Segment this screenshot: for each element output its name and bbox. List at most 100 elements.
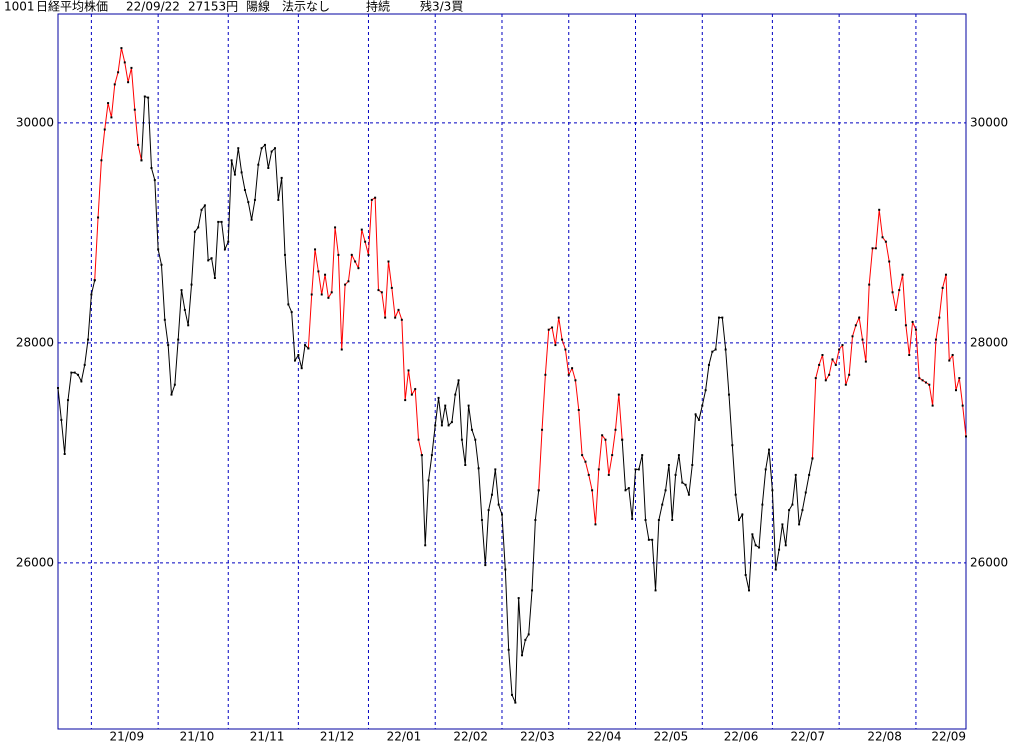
price-point xyxy=(223,248,226,251)
price-point xyxy=(621,438,624,441)
price-point xyxy=(811,457,814,460)
price-point xyxy=(881,236,884,239)
price-point xyxy=(83,363,86,366)
price-point xyxy=(948,359,951,362)
price-point xyxy=(554,344,557,347)
price-point xyxy=(791,503,794,506)
price-point xyxy=(607,473,610,476)
price-point xyxy=(133,108,136,111)
price-point xyxy=(284,253,286,256)
price-point xyxy=(374,196,377,199)
price-point xyxy=(327,296,330,299)
price-point xyxy=(888,260,891,263)
price-point xyxy=(794,473,797,476)
price-point xyxy=(861,338,864,341)
price-point xyxy=(541,428,544,431)
price-point xyxy=(447,424,450,427)
price-point xyxy=(217,220,220,223)
price-point xyxy=(561,338,564,341)
price-point xyxy=(704,389,707,392)
price-point xyxy=(397,308,400,311)
price-point xyxy=(637,468,640,471)
price-point xyxy=(764,468,767,471)
y-tick-label-right: 30000 xyxy=(970,115,1008,129)
price-point xyxy=(384,316,387,319)
price-point xyxy=(781,523,784,526)
price-point xyxy=(531,589,534,592)
price-point xyxy=(70,371,73,374)
price-point xyxy=(751,533,754,536)
price-point xyxy=(340,348,343,351)
price-point xyxy=(404,399,407,402)
price-point xyxy=(367,253,370,256)
price-point xyxy=(624,489,627,492)
price-point xyxy=(57,387,59,389)
price-point xyxy=(173,383,176,386)
price-point xyxy=(748,589,751,592)
x-tick-label: 22/07 xyxy=(791,730,826,744)
price-point xyxy=(494,468,497,471)
price-point xyxy=(891,291,894,294)
price-point xyxy=(190,283,193,286)
price-point xyxy=(140,159,143,162)
price-point xyxy=(591,489,594,492)
price-point xyxy=(380,291,383,294)
price-point xyxy=(574,379,577,382)
price-point xyxy=(965,435,967,438)
price-point xyxy=(697,418,700,421)
price-point xyxy=(230,159,233,162)
price-point xyxy=(564,348,567,351)
price-point xyxy=(490,493,493,496)
price-point xyxy=(253,198,256,201)
price-point xyxy=(317,270,320,273)
price-point xyxy=(798,523,801,526)
price-point xyxy=(784,544,787,547)
price-point xyxy=(440,424,443,427)
plot-frame xyxy=(57,13,967,730)
price-point xyxy=(874,247,877,250)
price-point xyxy=(611,454,614,457)
price-point xyxy=(527,633,530,636)
price-point xyxy=(480,519,483,521)
price-point xyxy=(828,373,831,376)
price-point xyxy=(838,348,841,351)
price-point xyxy=(954,389,957,392)
price-point xyxy=(203,204,206,207)
x-tick-label: 22/09 xyxy=(931,730,966,744)
price-point xyxy=(424,544,427,547)
price-point xyxy=(163,318,166,321)
price-point xyxy=(858,316,861,319)
price-point xyxy=(821,354,824,356)
price-point xyxy=(370,198,373,201)
x-tick-label: 22/01 xyxy=(387,730,422,744)
y-tick-label-right: 26000 xyxy=(970,555,1008,569)
price-point xyxy=(420,454,423,457)
price-point xyxy=(487,509,490,512)
price-point xyxy=(60,418,63,421)
price-point xyxy=(507,648,510,651)
price-point xyxy=(627,487,630,490)
price-point xyxy=(938,316,941,319)
price-point xyxy=(377,289,380,292)
x-tick-label: 22/05 xyxy=(654,730,689,744)
price-point xyxy=(831,358,834,361)
price-point xyxy=(661,503,664,506)
price-point xyxy=(233,173,236,176)
x-tick-label: 22/04 xyxy=(587,730,622,744)
price-point xyxy=(664,489,667,492)
price-point xyxy=(914,328,917,331)
price-point xyxy=(497,503,500,506)
price-point xyxy=(851,335,854,338)
price-point xyxy=(824,379,827,382)
price-point xyxy=(97,216,100,219)
price-point xyxy=(614,428,617,431)
price-point xyxy=(430,454,433,457)
price-point xyxy=(434,424,437,427)
price-point xyxy=(674,473,677,476)
price-point xyxy=(457,379,460,382)
price-point xyxy=(153,179,156,182)
price-point xyxy=(597,468,600,471)
price-point xyxy=(738,519,740,521)
price: 27153円 xyxy=(188,0,238,14)
